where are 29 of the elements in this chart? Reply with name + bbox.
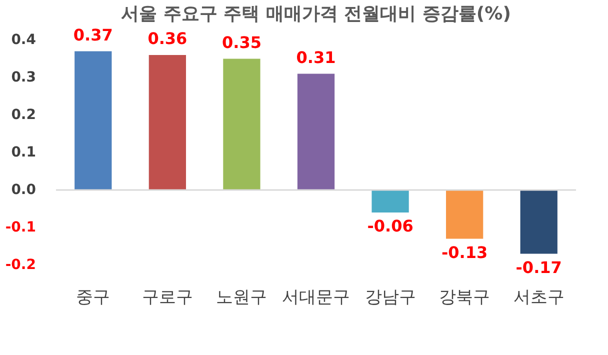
x-tick-label: 서대문구 bbox=[282, 288, 350, 308]
y-tick-label: 0.0 bbox=[11, 182, 36, 198]
bar bbox=[297, 74, 335, 190]
data-label: -0.06 bbox=[367, 216, 414, 236]
data-label: -0.17 bbox=[516, 258, 562, 277]
data-label: 0.36 bbox=[148, 29, 188, 48]
x-tick-label: 서초구 bbox=[513, 288, 564, 308]
bar bbox=[148, 55, 186, 190]
chart-title: 서울 주요구 주택 매매가격 전월대비 증감률(%) bbox=[121, 3, 511, 24]
y-tick-label: 0.2 bbox=[11, 107, 36, 123]
y-tick-label: 0.3 bbox=[11, 70, 36, 86]
bar bbox=[74, 51, 112, 190]
data-label: -0.13 bbox=[442, 242, 488, 262]
y-tick-label: 0.1 bbox=[11, 144, 36, 160]
data-label: 0.31 bbox=[296, 48, 336, 67]
x-tick-label: 강북구 bbox=[439, 288, 490, 308]
y-tick-label: -0.2 bbox=[5, 257, 36, 273]
y-tick-label: 0.4 bbox=[11, 32, 36, 48]
data-label: 0.37 bbox=[73, 25, 113, 44]
bar bbox=[223, 58, 260, 190]
x-tick-label: 중구 bbox=[76, 288, 110, 308]
x-tick-label: 구로구 bbox=[142, 288, 193, 308]
data-label: 0.35 bbox=[222, 32, 262, 52]
bar bbox=[372, 190, 409, 212]
x-tick-label: 노원구 bbox=[216, 288, 268, 308]
bar bbox=[520, 190, 558, 254]
bar bbox=[446, 190, 484, 239]
x-tick-label: 강남구 bbox=[364, 288, 416, 308]
y-tick-label: -0.1 bbox=[5, 220, 36, 236]
